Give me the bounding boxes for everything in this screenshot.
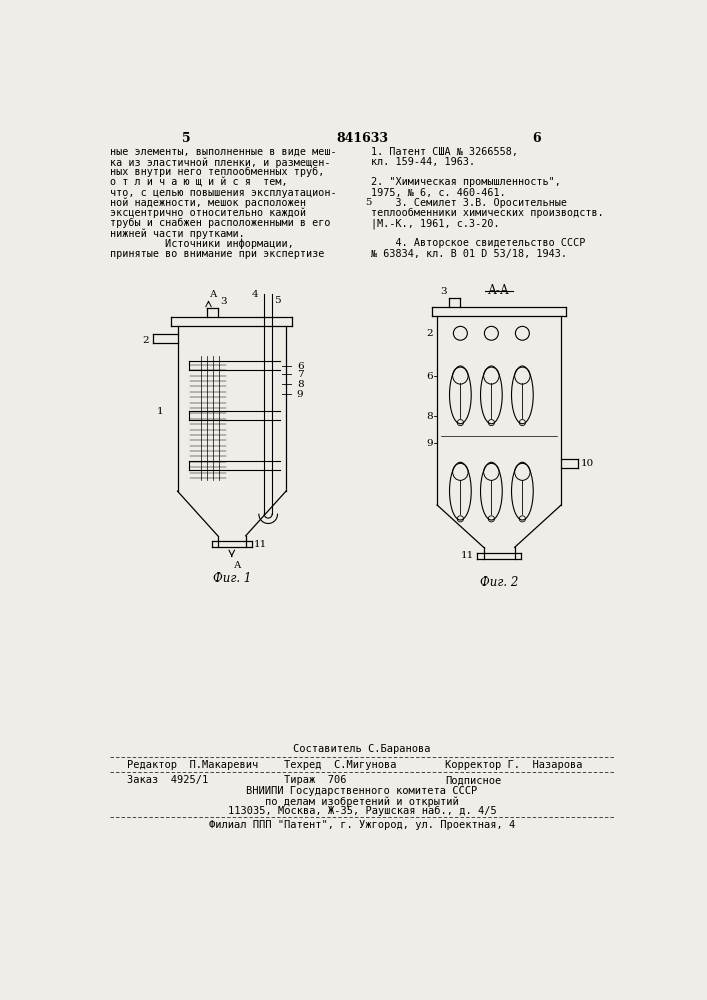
Text: А-А: А-А bbox=[489, 284, 510, 297]
Text: 8: 8 bbox=[426, 412, 433, 421]
Text: Корректор Г.  Назарова: Корректор Г. Назарова bbox=[445, 760, 583, 770]
Text: |М.-К., 1961, с.3-20.: |М.-К., 1961, с.3-20. bbox=[371, 218, 500, 229]
Text: Источники информации,: Источники информации, bbox=[110, 238, 294, 249]
Text: 9: 9 bbox=[297, 390, 303, 399]
Text: 1: 1 bbox=[157, 407, 164, 416]
Text: ной надежности, мешок расположен: ной надежности, мешок расположен bbox=[110, 198, 306, 208]
Text: № 63834, кл. В 01 D 53/18, 1943.: № 63834, кл. В 01 D 53/18, 1943. bbox=[371, 249, 567, 259]
Text: 1975, № 6, с. 460-461.: 1975, № 6, с. 460-461. bbox=[371, 188, 506, 198]
Text: Тираж  706: Тираж 706 bbox=[284, 775, 347, 785]
Text: 9: 9 bbox=[426, 439, 433, 448]
Text: по делам изобретений и открытий: по делам изобретений и открытий bbox=[265, 796, 459, 807]
Text: 11: 11 bbox=[460, 551, 474, 560]
Text: 5: 5 bbox=[182, 132, 191, 145]
Text: 2: 2 bbox=[143, 336, 149, 345]
Text: 1. Патент США № 3266558,: 1. Патент США № 3266558, bbox=[371, 147, 518, 157]
Text: А: А bbox=[234, 561, 242, 570]
Text: 2: 2 bbox=[426, 329, 433, 338]
Text: 3: 3 bbox=[220, 297, 227, 306]
Text: ка из эластичной пленки, и размещен-: ка из эластичной пленки, и размещен- bbox=[110, 157, 331, 168]
Text: 6: 6 bbox=[532, 132, 541, 145]
Text: что, с целью повышения эксплуатацион-: что, с целью повышения эксплуатацион- bbox=[110, 188, 337, 198]
Text: 4: 4 bbox=[252, 290, 258, 299]
Text: теплообменники химических производств.: теплообменники химических производств. bbox=[371, 208, 604, 218]
Text: Техред  С.Мигунова: Техред С.Мигунова bbox=[284, 760, 397, 770]
Text: трубы и снабжен расположенными в его: трубы и снабжен расположенными в его bbox=[110, 218, 331, 228]
Text: ные элементы, выполненные в виде меш-: ные элементы, выполненные в виде меш- bbox=[110, 147, 337, 157]
Text: 5: 5 bbox=[274, 296, 281, 305]
Text: Редактор  П.Макаревич: Редактор П.Макаревич bbox=[127, 760, 258, 770]
Text: 6: 6 bbox=[297, 362, 303, 371]
Text: 10: 10 bbox=[580, 459, 594, 468]
Text: 6: 6 bbox=[426, 372, 433, 381]
Text: ВНИИПИ Государственного комитета СССР: ВНИИПИ Государственного комитета СССР bbox=[246, 786, 477, 796]
Text: кл. 159-44, 1963.: кл. 159-44, 1963. bbox=[371, 157, 475, 167]
Text: принятые во внимание при экспертизе: принятые во внимание при экспертизе bbox=[110, 249, 325, 259]
Text: о т л и ч а ю щ и й с я  тем,: о т л и ч а ю щ и й с я тем, bbox=[110, 177, 288, 187]
Text: 2. "Химическая промышленность",: 2. "Химическая промышленность", bbox=[371, 177, 561, 187]
Text: 3: 3 bbox=[440, 287, 446, 296]
Text: Заказ  4925/1: Заказ 4925/1 bbox=[127, 775, 209, 785]
Text: нижней части прутками.: нижней части прутками. bbox=[110, 228, 245, 239]
Text: 7: 7 bbox=[297, 370, 303, 379]
Text: 4. Авторское свидетельство СССР: 4. Авторское свидетельство СССР bbox=[371, 238, 585, 248]
Text: Подписное: Подписное bbox=[445, 775, 501, 785]
Text: Фиг. 1: Фиг. 1 bbox=[213, 572, 251, 585]
Text: Фиг. 2: Фиг. 2 bbox=[480, 576, 518, 589]
Text: 113035, Москва, Ж-35, Раушская наб., д. 4/5: 113035, Москва, Ж-35, Раушская наб., д. … bbox=[228, 806, 496, 816]
Text: 3. Семилет З.В. Оросительные: 3. Семилет З.В. Оросительные bbox=[371, 198, 567, 208]
Text: 11: 11 bbox=[255, 540, 267, 549]
Text: 5: 5 bbox=[365, 198, 371, 207]
Text: ных внутри него теплообменных труб,: ных внутри него теплообменных труб, bbox=[110, 167, 325, 177]
Text: Составитель С.Баранова: Составитель С.Баранова bbox=[293, 744, 431, 754]
Text: 841633: 841633 bbox=[336, 132, 388, 145]
Text: А: А bbox=[210, 290, 218, 299]
Text: 8: 8 bbox=[297, 380, 303, 389]
Text: Филиал ППП "Патент", г. Ужгород, ул. Проектная, 4: Филиал ППП "Патент", г. Ужгород, ул. Про… bbox=[209, 820, 515, 830]
Text: эксцентрично относительно каждой: эксцентрично относительно каждой bbox=[110, 208, 306, 218]
